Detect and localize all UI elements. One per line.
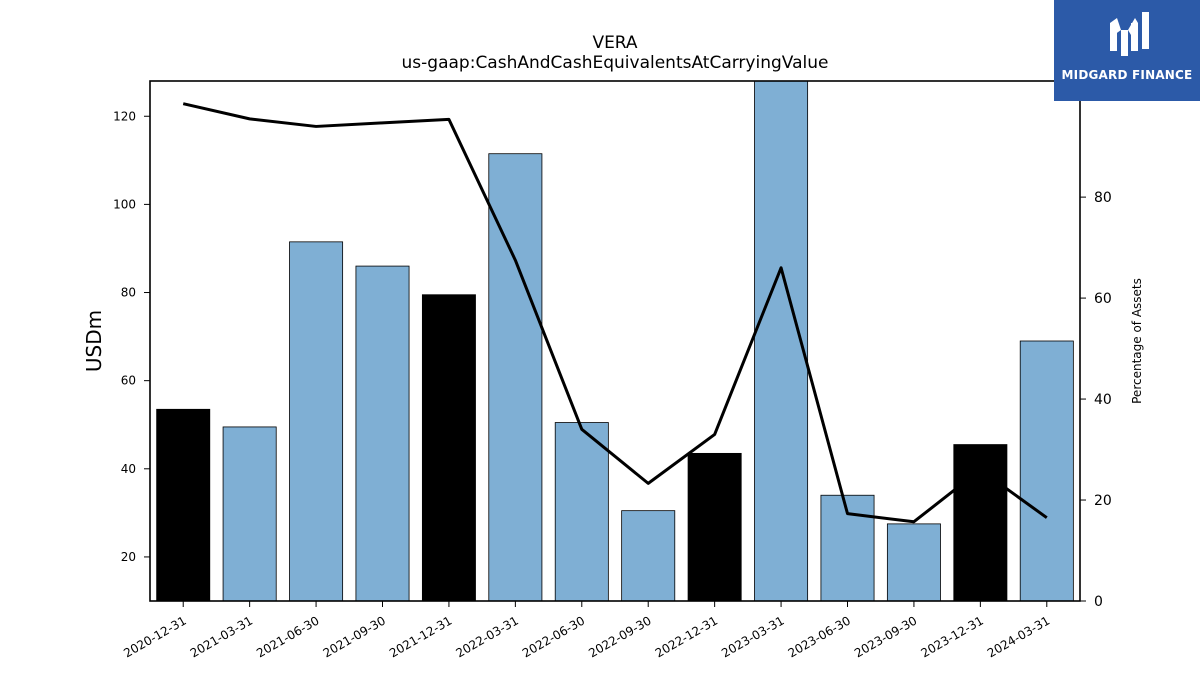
percentage-line <box>182 102 1048 524</box>
bar <box>222 426 277 602</box>
x-tick-label: 2020-12-31 <box>121 613 188 660</box>
x-tick-label: 2022-03-31 <box>453 613 520 660</box>
x-tick-label: 2021-06-30 <box>254 613 321 660</box>
x-tick-label: 2024-03-31 <box>985 613 1052 660</box>
bar <box>488 153 543 602</box>
y2-tick-label: 60 <box>1094 291 1112 307</box>
y-tick-label: 100 <box>113 197 136 211</box>
x-tick-label: 2021-03-31 <box>188 613 255 660</box>
y-tick-label: 120 <box>113 109 136 123</box>
bar <box>621 510 676 602</box>
y-axis-label: USDm <box>82 310 106 372</box>
bar <box>1019 340 1074 602</box>
bar <box>554 422 609 602</box>
midgard-logo-icon <box>1110 12 1149 56</box>
chart-subtitle: us-gaap:CashAndCashEquivalentsAtCarrying… <box>402 53 829 73</box>
bar <box>355 265 410 602</box>
y2-tick-label: 40 <box>1094 392 1112 408</box>
y-tick-label: 40 <box>121 462 136 476</box>
y2-axis-label: Percentage of Assets <box>1130 278 1144 404</box>
bar <box>754 80 809 602</box>
x-tick-label: 2022-06-30 <box>520 613 587 660</box>
bar <box>687 452 742 602</box>
chart-title: VERA <box>592 33 637 53</box>
x-tick-label: 2021-09-30 <box>321 613 388 660</box>
x-tick-label: 2023-03-31 <box>719 613 786 660</box>
logo-text: MIDGARD FINANCE <box>1061 68 1193 82</box>
y-tick-label: 80 <box>121 286 136 300</box>
bar <box>156 408 211 602</box>
y2-tick-label: 20 <box>1094 493 1112 509</box>
y2-tick-label: 80 <box>1094 190 1112 206</box>
x-tick-label: 2022-09-30 <box>586 613 653 660</box>
y-tick-label: 20 <box>121 550 136 564</box>
midgard-logo: MIDGARD FINANCE <box>1054 0 1200 101</box>
plot-frame <box>149 80 1081 602</box>
x-tick-label: 2022-12-31 <box>653 613 720 660</box>
bar <box>953 444 1008 602</box>
y-tick-label: 60 <box>121 374 136 388</box>
bar <box>289 241 344 602</box>
x-tick-label: 2023-09-30 <box>852 613 919 660</box>
bar <box>421 294 476 602</box>
x-tick-label: 2023-06-30 <box>786 613 853 660</box>
x-tick-label: 2021-12-31 <box>387 613 454 660</box>
bar <box>886 523 941 602</box>
y2-tick-label: 0 <box>1094 594 1103 610</box>
x-tick-label: 2023-12-31 <box>918 613 985 660</box>
